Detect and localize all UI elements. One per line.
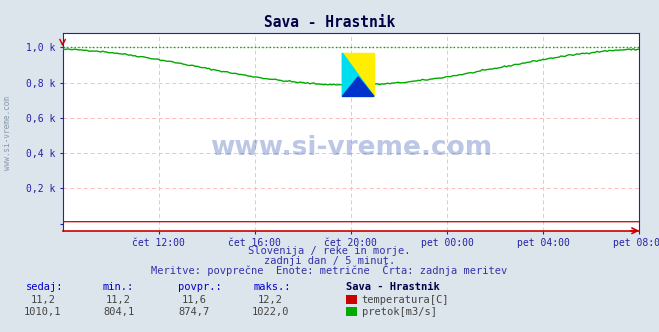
Text: min.:: min.:: [102, 283, 133, 292]
Text: Meritve: povprečne  Enote: metrične  Črta: zadnja meritev: Meritve: povprečne Enote: metrične Črta:…: [152, 264, 507, 276]
Text: temperatura[C]: temperatura[C]: [362, 295, 449, 305]
Text: 1010,1: 1010,1: [24, 307, 61, 317]
Text: 1022,0: 1022,0: [252, 307, 289, 317]
Text: 11,6: 11,6: [182, 295, 207, 305]
Text: 12,2: 12,2: [258, 295, 283, 305]
Polygon shape: [342, 53, 374, 96]
Text: pretok[m3/s]: pretok[m3/s]: [362, 307, 437, 317]
Text: 11,2: 11,2: [30, 295, 55, 305]
Polygon shape: [342, 53, 374, 96]
Text: Sava - Hrastnik: Sava - Hrastnik: [264, 15, 395, 30]
Text: sedaj:: sedaj:: [26, 283, 64, 292]
Text: zadnji dan / 5 minut.: zadnji dan / 5 minut.: [264, 256, 395, 266]
Text: maks.:: maks.:: [254, 283, 291, 292]
Text: 804,1: 804,1: [103, 307, 134, 317]
Text: www.si-vreme.com: www.si-vreme.com: [3, 96, 13, 170]
Text: 11,2: 11,2: [106, 295, 131, 305]
Text: www.si-vreme.com: www.si-vreme.com: [210, 135, 492, 161]
Text: Sava - Hrastnik: Sava - Hrastnik: [346, 283, 440, 292]
Text: 874,7: 874,7: [179, 307, 210, 317]
Polygon shape: [342, 77, 374, 96]
Text: Slovenija / reke in morje.: Slovenija / reke in morje.: [248, 246, 411, 256]
Text: povpr.:: povpr.:: [178, 283, 221, 292]
